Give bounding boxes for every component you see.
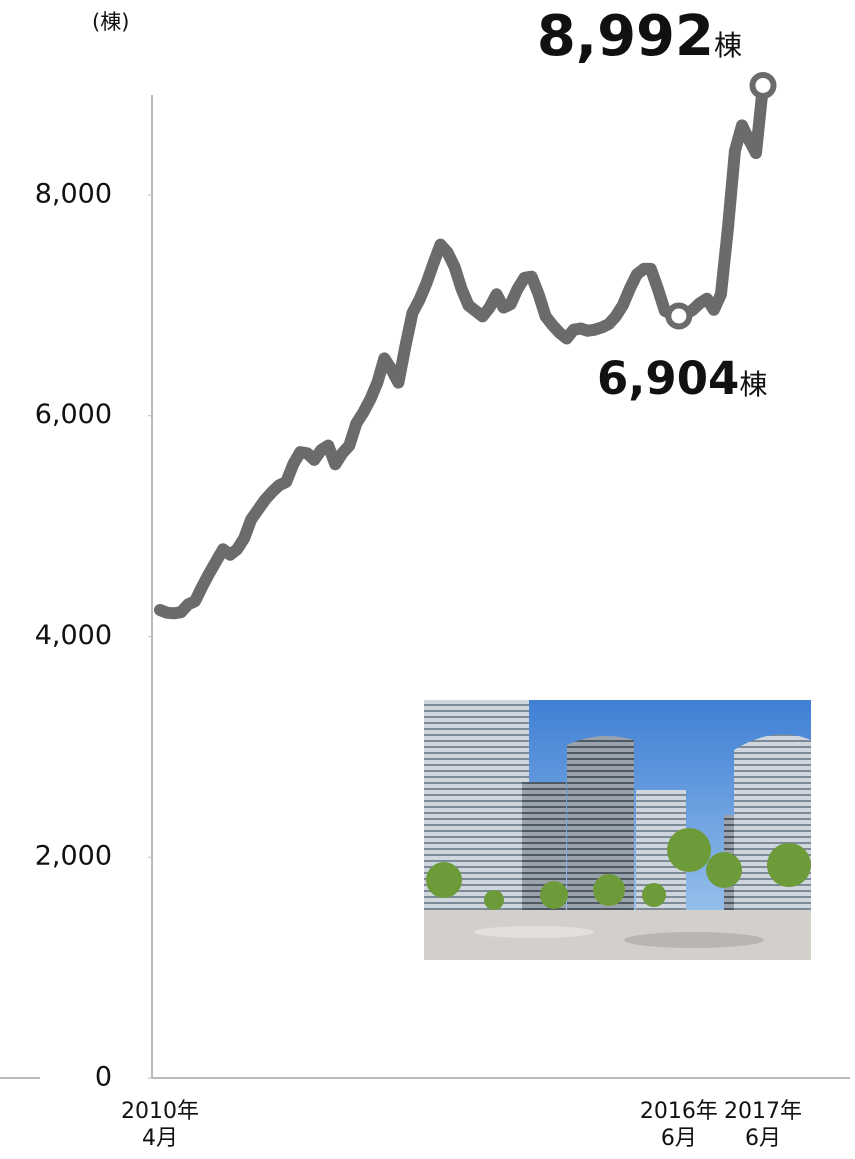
x-tick-label: 2010年 4月 bbox=[121, 1099, 199, 1151]
highlight-point bbox=[665, 302, 693, 330]
highlight-point bbox=[749, 71, 777, 99]
x-tick-label: 2017年 6月 bbox=[724, 1099, 802, 1151]
min-value-label: 6,904 bbox=[597, 352, 740, 405]
max-value-label: 8,992 bbox=[536, 4, 714, 69]
x-tick-label: 2016年 6月 bbox=[639, 1099, 718, 1151]
y-axis-unit: (棟) bbox=[92, 10, 130, 34]
min-unit: 棟 bbox=[739, 368, 768, 401]
photo bbox=[424, 700, 811, 960]
y-tick-label: 0 bbox=[95, 1062, 112, 1093]
y-tick-label: 8,000 bbox=[35, 178, 112, 209]
max-label: 8,992棟 bbox=[537, 4, 742, 69]
max-unit: 棟 bbox=[713, 29, 742, 62]
min-label: 6,904棟 bbox=[597, 352, 767, 405]
y-tick-label: 2,000 bbox=[35, 841, 112, 872]
y-tick-label: 6,000 bbox=[35, 399, 112, 430]
data-line bbox=[154, 79, 769, 620]
y-tick-label: 4,000 bbox=[35, 620, 112, 651]
